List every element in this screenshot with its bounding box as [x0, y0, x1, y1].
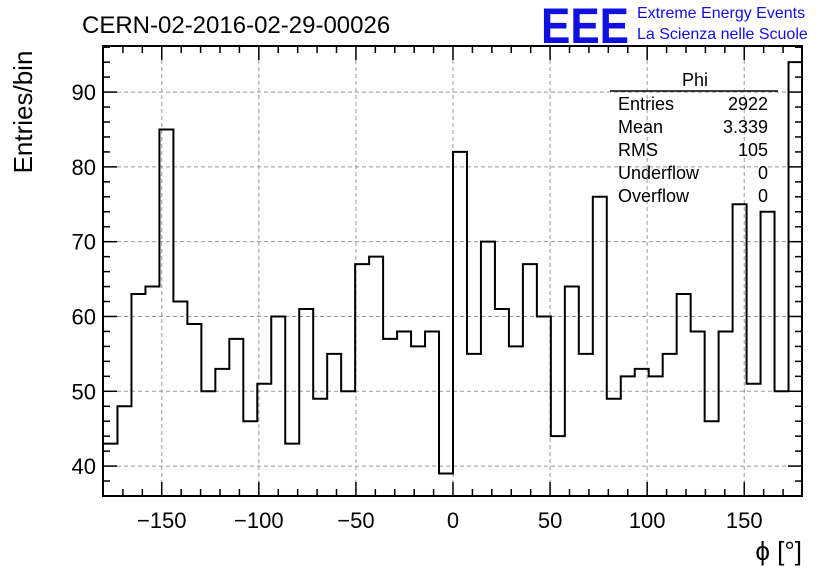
stats-label-underflow: Underflow [618, 163, 700, 183]
x-tick-label: 0 [447, 508, 459, 533]
stats-value-rms: 105 [738, 140, 768, 160]
stats-label-overflow: Overflow [618, 186, 690, 206]
x-axis-label: ϕ [°] [755, 536, 802, 566]
stats-label-mean: Mean [618, 117, 663, 137]
x-tick-label: 100 [629, 508, 666, 533]
y-tick-label: 40 [72, 454, 96, 479]
y-tick-label: 80 [72, 155, 96, 180]
logo-line-1: Extreme Energy Events [637, 5, 805, 22]
x-tick-label: −150 [137, 508, 187, 533]
histogram-step-line [103, 61, 803, 475]
stats-value-underflow: 0 [758, 163, 768, 183]
logo-line-2: La Scienza nelle Scuole [637, 26, 808, 43]
tick-labels: −150 −100 −50 0 50 100 150 40 50 60 70 80 90 [72, 80, 763, 533]
y-tick-label: 60 [72, 304, 96, 329]
y-tick-label: 70 [72, 230, 96, 255]
x-tick-label: 50 [538, 508, 562, 533]
chart-title: CERN-02-2016-02-29-00026 [82, 12, 390, 39]
stats-label-rms: RMS [618, 140, 658, 160]
x-tick-label: −100 [234, 508, 284, 533]
stats-title: Phi [682, 70, 708, 90]
stats-value-entries: 2922 [728, 94, 768, 114]
eee-logo: EEE [541, 0, 629, 54]
y-tick-label: 90 [72, 80, 96, 105]
stats-value-overflow: 0 [758, 186, 768, 206]
stats-label-entries: Entries [618, 94, 674, 114]
stats-value-mean: 3.339 [723, 117, 768, 137]
stats-box: Phi Entries 2922 Mean 3.339 RMS 105 Unde… [610, 70, 778, 206]
y-axis-label: Entries/bin [8, 51, 38, 174]
x-tick-label: −50 [337, 508, 374, 533]
axis-ticks [103, 46, 802, 496]
x-tick-label: 150 [726, 508, 763, 533]
y-tick-label: 50 [72, 379, 96, 404]
